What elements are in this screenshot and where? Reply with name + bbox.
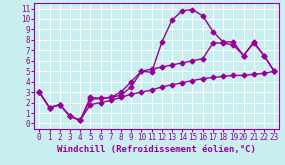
X-axis label: Windchill (Refroidissement éolien,°C): Windchill (Refroidissement éolien,°C) xyxy=(57,145,256,154)
